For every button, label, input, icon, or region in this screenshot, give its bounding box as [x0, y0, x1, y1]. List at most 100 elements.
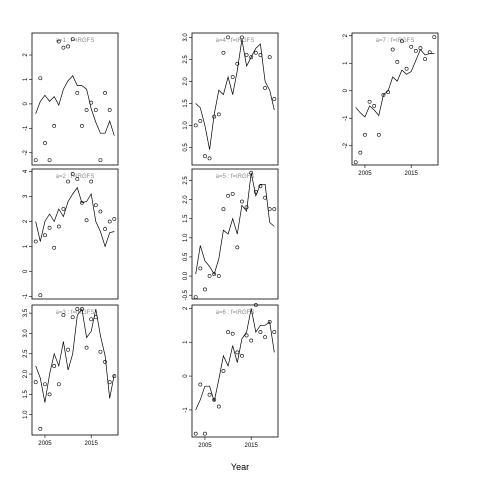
y-tick-label: 2.5	[183, 176, 189, 185]
data-point	[107, 219, 112, 224]
data-point	[103, 90, 107, 95]
data-point	[70, 37, 75, 42]
data-point	[367, 99, 372, 104]
panel-frame	[191, 168, 279, 300]
data-point	[409, 44, 414, 49]
panel-frame	[31, 32, 119, 166]
data-point	[267, 207, 272, 212]
y-tick-label: 0	[343, 88, 349, 92]
panel-title: a=6 : f=IRGFS	[216, 310, 255, 316]
panel-5: -0.5 0.0 0.5 1.0 1.5 2.0 2.5 a=5 : f=IRGFS	[183, 168, 279, 300]
data-point	[376, 132, 381, 137]
data-point	[75, 90, 80, 95]
data-point	[33, 380, 38, 385]
y-tick-label: 1.0	[183, 233, 189, 242]
panel-7: -2 -1 0 1 2 2005 2015 a=7 : f=IRGFS	[343, 32, 439, 177]
y-tick-label: 2.5	[23, 349, 29, 358]
data-point	[221, 50, 226, 55]
panel-1: -2 -1 0 1 2 a=1 : f=IRGFS	[23, 32, 119, 166]
data-point	[249, 338, 254, 343]
data-point	[47, 392, 52, 397]
data-point	[43, 233, 47, 238]
x-tick-label: 2005	[358, 171, 372, 177]
panel-frame	[31, 304, 119, 436]
data-point	[244, 205, 249, 210]
y-tick-label: 0	[23, 102, 29, 106]
data-point	[52, 123, 57, 128]
data-point	[112, 374, 117, 378]
data-point	[216, 404, 221, 409]
data-point	[38, 427, 43, 431]
panel-frame	[191, 32, 279, 166]
y-tick-label: 0	[23, 269, 29, 273]
series-line	[195, 172, 275, 275]
data-point	[226, 193, 230, 198]
data-point	[98, 209, 103, 214]
data-point	[272, 330, 277, 334]
data-point	[89, 179, 94, 184]
panel-2: -1 0 1 2 3 4 a=2 : f=IRGFS	[23, 168, 119, 300]
data-point	[267, 55, 272, 60]
data-point	[66, 347, 70, 352]
data-point	[93, 203, 98, 208]
data-point	[253, 190, 258, 194]
y-tick-label: 1.0	[23, 410, 29, 419]
x-axis-label: Year	[231, 462, 249, 472]
data-point	[244, 333, 249, 338]
data-point	[381, 92, 386, 97]
panel-3: 1.0 1.5 2.0 2.5 3.0 3.5 2005 2015 a=3 : f=IRGFS	[23, 304, 119, 447]
x-tick-label: 2015	[245, 443, 259, 449]
data-point	[56, 382, 61, 387]
data-point	[75, 177, 80, 181]
data-point	[98, 158, 103, 163]
panels-group: -2 -1 0 1 2 a=1 : f=IRGFS -1 0 1 2 3 4 a=2 : f=IRGFS…	[23, 32, 439, 449]
series-line	[35, 186, 115, 248]
panel-frame	[31, 168, 119, 300]
data-point	[80, 123, 84, 128]
data-point	[80, 307, 84, 311]
y-tick-label: 3.0	[23, 329, 29, 338]
y-tick-label: 2.0	[23, 369, 29, 378]
y-tick-label: -1	[183, 407, 189, 413]
y-tick-label: -0.5	[183, 289, 189, 300]
panel-title: a=3 : f=IRGFS	[56, 310, 95, 316]
y-tick-label: 3.5	[23, 308, 29, 317]
data-point	[193, 295, 198, 299]
data-point	[112, 217, 117, 221]
panel-title: a=7 : f=IRGFS	[376, 38, 415, 44]
data-point	[212, 272, 217, 277]
data-point	[193, 123, 198, 128]
y-tick-label: 0	[183, 374, 189, 378]
x-tick-label: 2005	[198, 443, 212, 449]
data-point	[38, 293, 43, 298]
series-line	[355, 48, 435, 118]
data-point	[258, 53, 263, 57]
panel-title: a=2 : f=IRGFS	[56, 174, 95, 180]
panel-frame	[191, 304, 279, 438]
panel-frame	[351, 32, 439, 166]
data-point	[61, 313, 66, 318]
data-point	[80, 200, 84, 205]
data-point	[235, 245, 240, 250]
y-tick-label: 4	[23, 169, 29, 173]
y-tick-label: 1.0	[183, 121, 189, 130]
data-point	[198, 266, 203, 271]
data-point	[423, 57, 427, 62]
y-tick-label: 1	[23, 244, 29, 248]
data-point	[193, 431, 198, 436]
data-point	[400, 39, 404, 44]
y-tick-label: -1	[343, 115, 349, 121]
data-point	[103, 227, 107, 231]
data-point	[84, 218, 89, 223]
y-tick-label: 2	[23, 219, 29, 223]
data-point	[418, 46, 423, 51]
x-tick-label: 2005	[38, 441, 52, 447]
data-point	[203, 154, 207, 159]
y-tick-label: 2.0	[183, 77, 189, 86]
data-point	[258, 184, 263, 189]
data-point	[253, 303, 258, 307]
data-point	[43, 141, 47, 145]
data-point	[221, 369, 226, 373]
y-tick-label: 1	[23, 77, 29, 81]
